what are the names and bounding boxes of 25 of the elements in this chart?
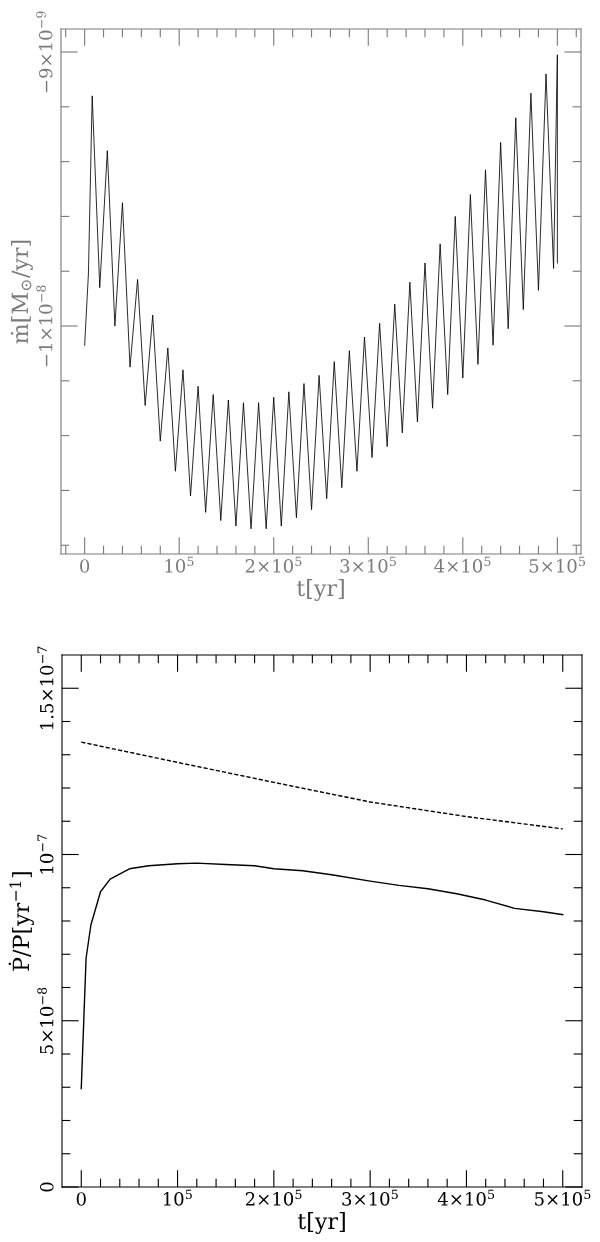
x-tick-label: 4×10$^{5}$ [434,556,491,573]
x-tick-label: 4×10$^{5}$ [437,1189,495,1206]
x-tick-label: 5×10$^{5}$ [535,1189,591,1206]
y-tick-label: −9×10$^{−9}$ [36,11,53,93]
x-tick-label: 5×10$^{5}$ [529,556,586,573]
line-series [84,54,558,530]
x-tick-label: 2×10$^{5}$ [245,556,302,573]
x-tick-label: 2×10$^{5}$ [245,1189,302,1206]
line-series [80,862,564,1090]
y-tick-label: 1.5×10$^{−7}$ [37,646,54,730]
x-axis-title: t[yr] [297,1212,345,1234]
x-tick-label: 0 [76,1192,86,1206]
x-tick-label: 0 [80,559,90,573]
x-tick-label: 10$^{5}$ [163,1189,192,1206]
x-tick-label: 10$^{5}$ [165,556,194,573]
y-axis-title: ṁ[M$_{⊙}$/yr] [10,240,33,344]
y-tick-label: 10$^{−7}$ [37,834,54,874]
y-axis-title: Ṗ/P[yr$^{−1}$] [8,872,34,971]
y-tick-label: −1×10$^{−8}$ [36,285,53,367]
line-series [80,741,564,830]
x-axis-title: t[yr] [296,579,344,601]
x-tick-label: 3×10$^{5}$ [342,1189,398,1206]
y-tick-label: 0 [39,1182,54,1192]
x-tick-label: 3×10$^{5}$ [340,556,396,573]
y-tick-label: 5×10$^{−8}$ [37,987,54,1054]
